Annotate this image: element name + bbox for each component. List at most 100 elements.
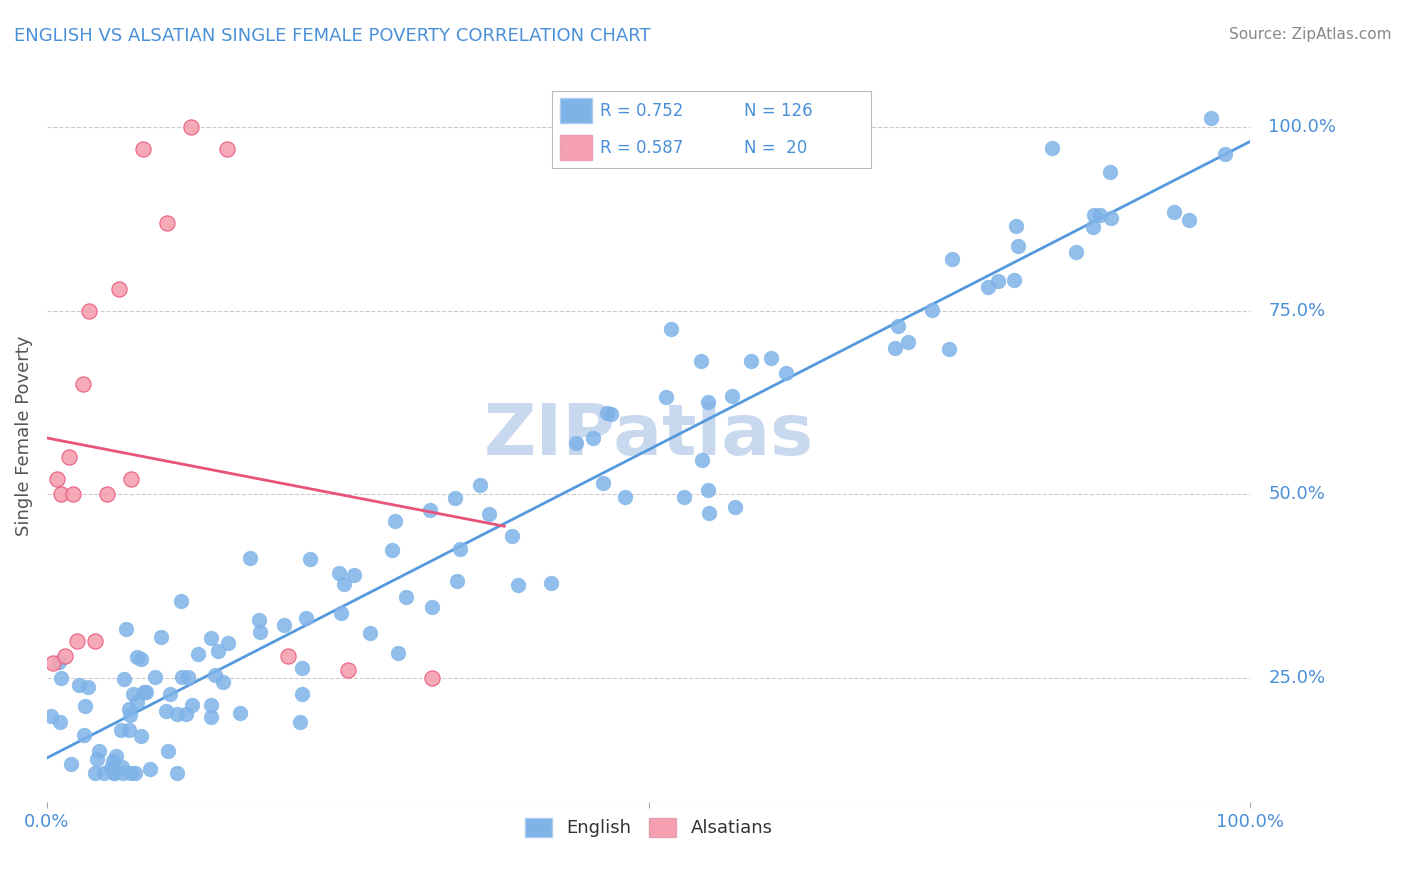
Point [444,491,467,505]
Point [987,274,1010,288]
Point [277,648,299,663]
Point [135,685,157,699]
Text: ENGLISH VS ALSATIAN SINGLE FEMALE POVERTY CORRELATION CHART: ENGLISH VS ALSATIAN SINGLE FEMALE POVERT… [14,27,651,45]
Text: 100.0%: 100.0% [1268,119,1337,136]
Point [1083,208,1105,222]
Point [600,407,623,421]
Point [59,757,82,772]
Point [108,282,131,296]
Point [501,528,523,542]
Point [328,566,350,580]
Point [420,671,443,685]
Point [740,354,762,368]
Point [273,618,295,632]
Point [938,342,960,356]
Point [62,487,84,501]
Point [49,715,72,730]
Point [217,142,239,156]
Point [1213,147,1236,161]
Point [1005,219,1028,233]
Point [84,633,107,648]
Point [655,390,678,404]
Point [110,723,132,737]
Point [395,590,418,604]
Point [696,483,718,497]
Point [884,341,907,355]
Point [115,622,138,636]
Point [720,389,742,403]
Point [150,630,173,644]
Point [596,405,619,419]
Point [170,594,193,608]
Point [1099,165,1122,179]
Point [42,656,65,670]
Point [49,671,72,685]
Point [540,576,562,591]
Point [93,766,115,780]
Point [181,698,204,712]
Point [48,656,70,670]
Point [58,450,80,465]
Text: Source: ZipAtlas.com: Source: ZipAtlas.com [1229,27,1392,42]
Point [775,367,797,381]
Point [127,695,149,709]
Point [166,766,188,780]
Point [45,472,67,486]
Y-axis label: Single Female Poverty: Single Female Poverty [15,335,32,535]
Point [120,472,142,486]
Point [724,500,747,514]
Point [229,706,252,720]
Point [1081,220,1104,235]
Point [247,613,270,627]
Point [387,646,409,660]
Point [77,680,100,694]
Point [87,744,110,758]
Point [506,577,529,591]
Point [84,766,107,780]
Point [330,606,353,620]
Point [120,766,142,780]
Text: 75.0%: 75.0% [1268,301,1326,319]
Point [478,507,501,521]
Point [564,435,586,450]
Point [1090,208,1112,222]
Text: 25.0%: 25.0% [1268,668,1326,687]
Point [582,431,605,445]
Point [1007,238,1029,252]
Point [696,394,718,409]
Point [697,506,720,520]
Point [111,760,134,774]
Point [288,715,311,730]
Point [200,698,222,712]
Point [132,142,155,156]
Legend: English, Alsatians: English, Alsatians [517,811,780,845]
Point [420,600,443,615]
Point [343,567,366,582]
Point [122,687,145,701]
Point [124,766,146,780]
Point [1040,141,1063,155]
Point [132,685,155,699]
Point [174,706,197,721]
Point [592,476,614,491]
Point [156,216,179,230]
Point [156,744,179,758]
Point [155,704,177,718]
Point [53,648,76,663]
Point [117,702,139,716]
Text: 50.0%: 50.0% [1268,485,1326,503]
Point [291,687,314,701]
Point [1064,244,1087,259]
Point [86,752,108,766]
Point [690,453,713,467]
Point [117,723,139,737]
Point [672,490,695,504]
Point [77,303,100,318]
Point [143,670,166,684]
Point [333,577,356,591]
Point [239,550,262,565]
Point [66,633,89,648]
Point [1163,205,1185,219]
Point [690,353,713,368]
Point [180,120,202,135]
